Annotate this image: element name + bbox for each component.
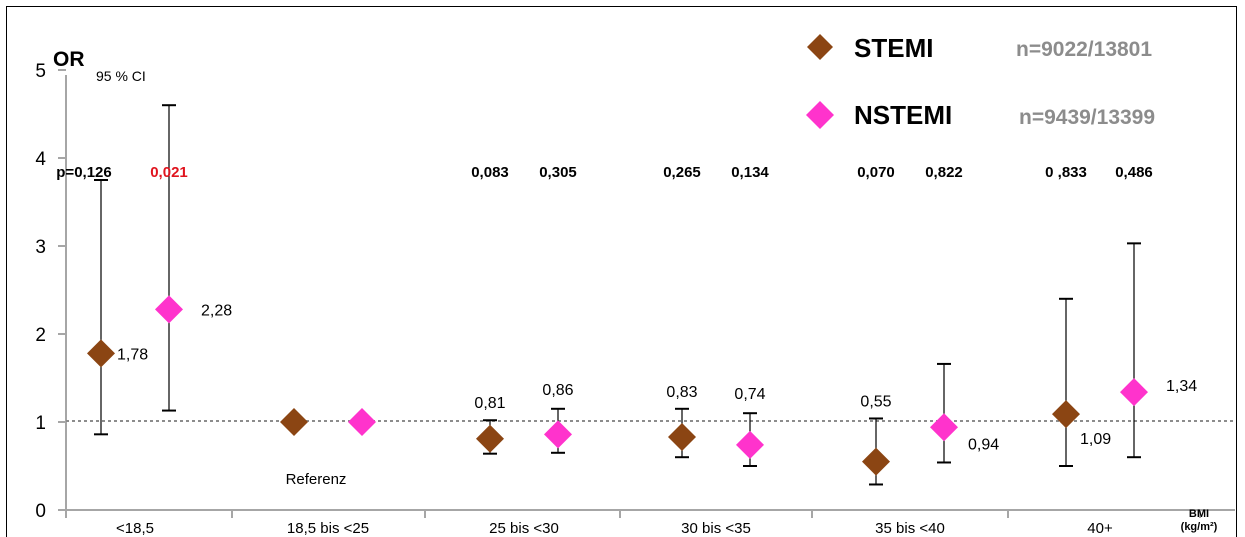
p-value: 0,265 [663,164,701,181]
x-tick-label: <18,5 [116,520,154,537]
y-tick-label: 3 [35,237,46,258]
data-point-stemi [668,422,696,451]
data-point-stemi [280,408,308,436]
data-label: 1,78 [117,346,148,363]
data-point-stemi [87,339,115,368]
data-point-stemi [476,424,504,453]
data-point-nstemi [544,420,572,449]
data-label: 0,83 [666,384,697,401]
p-value: 0,134 [731,164,769,181]
y-ticks: 0 1 2 3 4 5 [35,61,66,522]
legend-n-stemi: n=9022/13801 [1016,38,1152,61]
data-point-nstemi [348,408,376,436]
data-point-nstemi [736,430,764,459]
data-label: 0,86 [542,382,573,399]
data-label: 1,34 [1166,378,1197,395]
p-value: 0,822 [925,164,963,181]
x-ticks: <18,5 18,5 bis <25 25 bis <30 30 bis <35 35 … [65,510,1201,537]
p-value: 0 ,833 [1045,164,1087,181]
data-point-nstemi [1120,378,1148,407]
x-tick-label: 40+ [1087,520,1113,537]
ci-label: 95 % CI [96,68,146,84]
y-tick-label: 4 [35,149,46,170]
data-label: 1,09 [1080,431,1111,448]
data-label: 0,55 [860,393,891,410]
legend-n-nstemi: n=9439/13399 [1019,106,1155,129]
x-tick-label: 25 bis <30 [489,520,559,537]
legend-label-nstemi: NSTEMI [854,100,952,130]
legend: STEMI n=9022/13801 NSTEMI n=9439/13399 [806,33,1155,130]
legend-marker-nstemi [806,101,834,129]
data-label: 2,28 [201,302,232,319]
markers [87,295,1148,476]
reference-label: Referenz [286,471,347,488]
p-value: 0,070 [857,164,895,181]
p-value: p=0,126 [56,164,111,181]
data-point-nstemi [930,413,958,442]
data-point-stemi [1052,400,1080,429]
y-tick-label: 5 [35,61,46,82]
p-value: 0,486 [1115,164,1153,181]
p-value: 0,305 [539,164,577,181]
data-label: 0,94 [968,436,999,453]
y-axis-title: OR [53,48,85,71]
x-tick-label: 18,5 bis <25 [287,520,369,537]
legend-label-stemi: STEMI [854,33,933,63]
x-axis-title-line2: (kg/m²) [1181,521,1218,533]
x-tick-label: 35 bis <40 [875,520,945,537]
p-values: p=0,126 0,083 0,265 0,070 0 ,833 0,021 0,305 0,… [56,164,1153,181]
data-point-stemi [862,447,890,476]
chart-frame [6,6,1237,537]
data-point-nstemi [155,295,183,324]
p-value: 0,083 [471,164,509,181]
y-tick-label: 1 [35,413,46,434]
x-axis-title-line1: BMI [1189,508,1209,520]
value-labels: 1,78 0,81 0,83 0,55 1,09 2,28 0,86 0,74 0,94 1,34 [117,302,1197,453]
y-tick-label: 0 [35,501,46,522]
data-label: 0,74 [734,386,765,403]
legend-marker-stemi [807,34,833,60]
p-value: 0,021 [150,164,188,181]
x-tick-label: 30 bis <35 [681,520,751,537]
y-tick-label: 2 [35,325,46,346]
data-label: 0,81 [474,395,505,412]
error-bars [94,104,1141,486]
